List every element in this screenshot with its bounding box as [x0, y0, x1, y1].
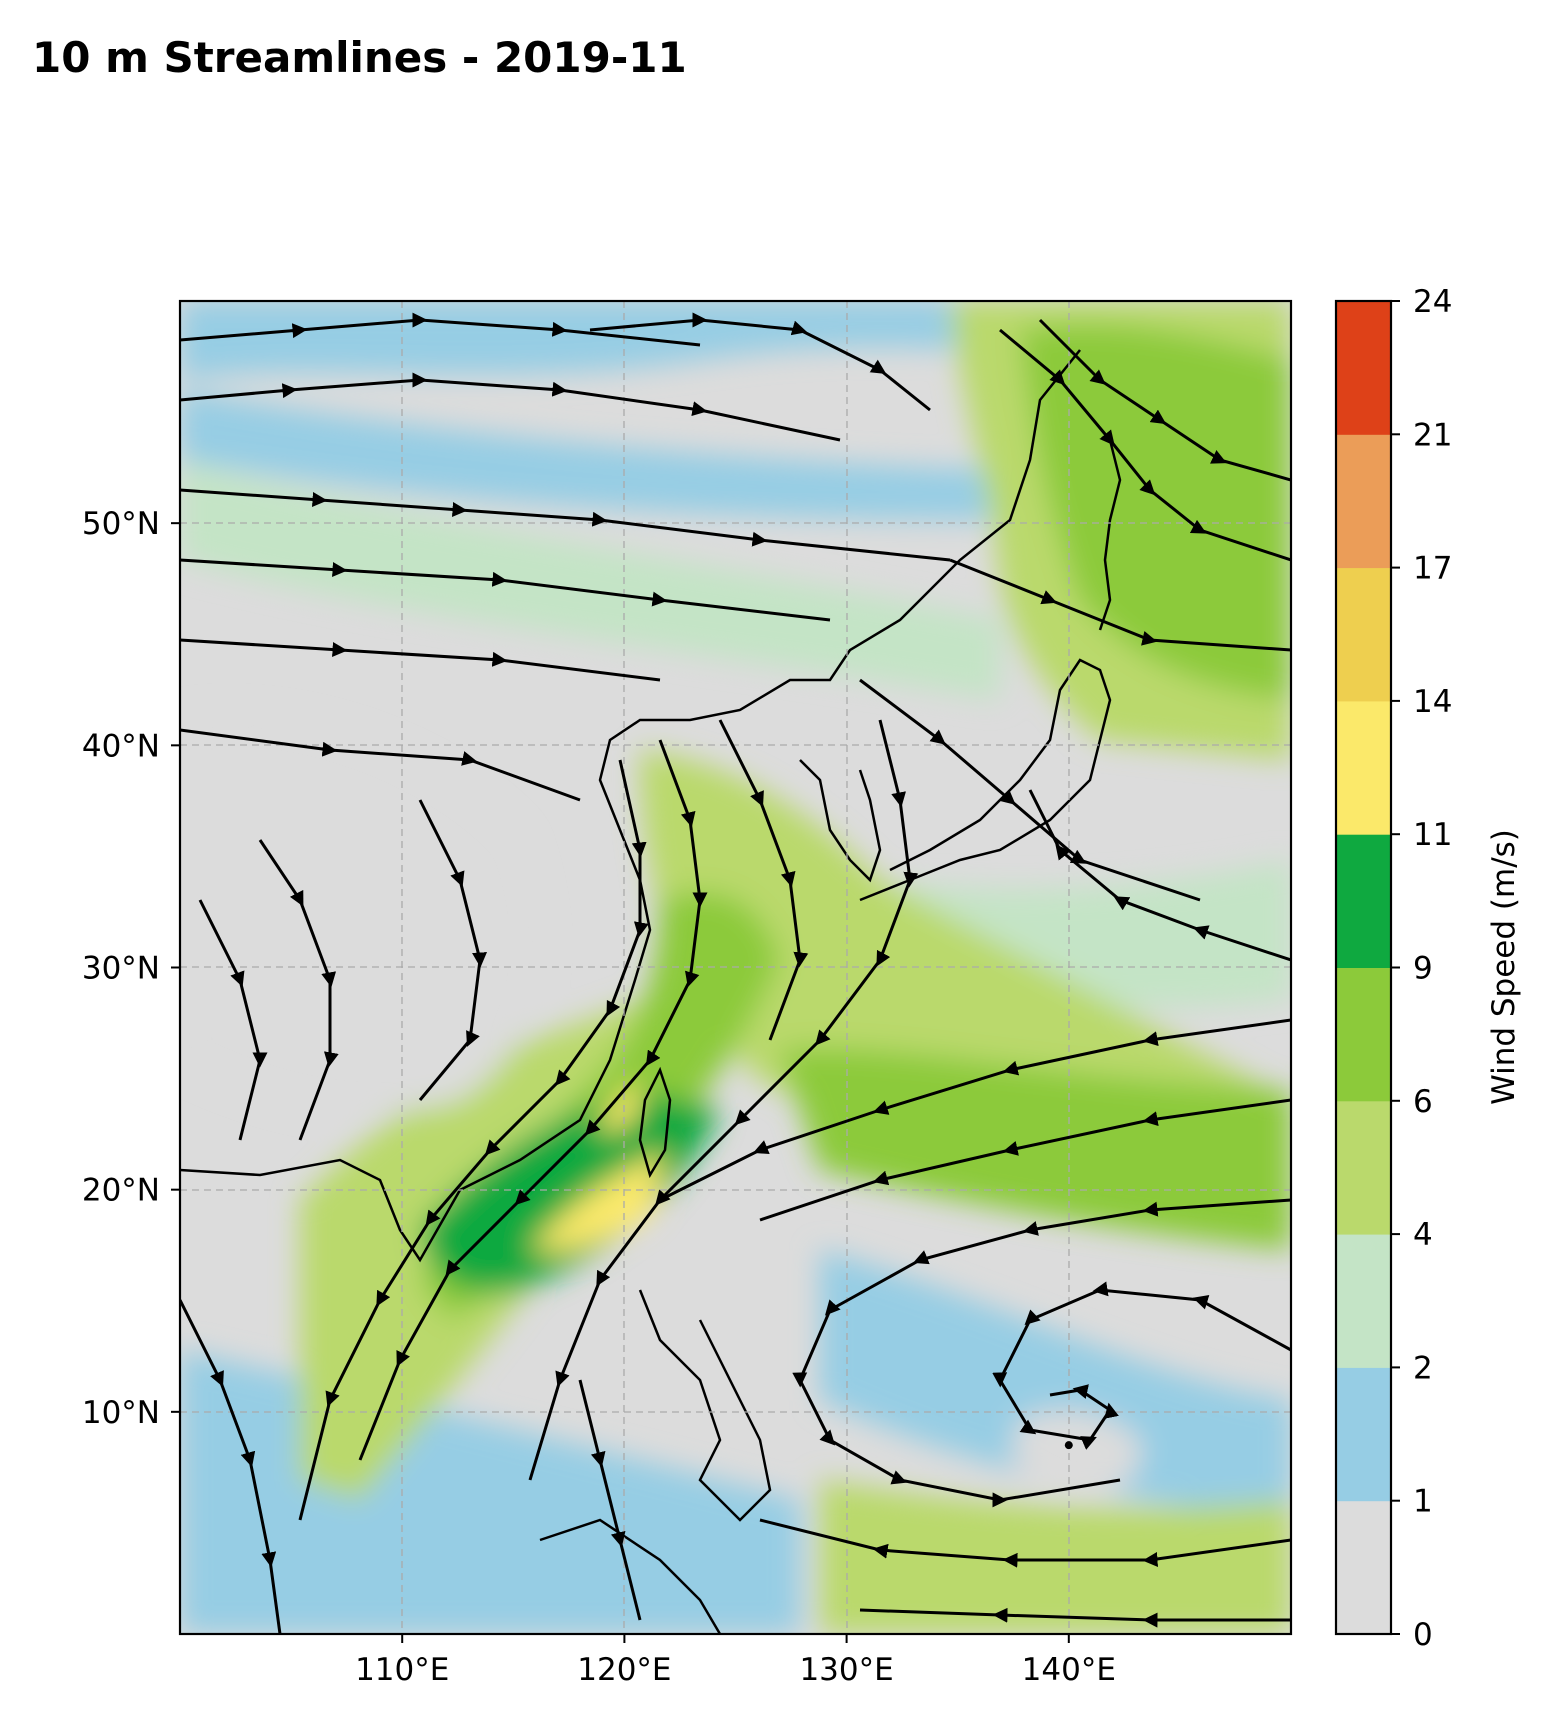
- x-tick-label: 130°E: [799, 1652, 893, 1688]
- colorbar-tick-label: 4: [1413, 1217, 1433, 1253]
- streamline: [180, 372, 841, 442]
- streamline: [180, 638, 661, 682]
- colorbar-segment: [1336, 1234, 1391, 1368]
- y-tick-label: 20°N: [82, 1173, 160, 1209]
- colorbar-segment: [1336, 1100, 1391, 1235]
- colorbar-tick-label: 11: [1413, 817, 1452, 853]
- map-panel: [180, 301, 1291, 1634]
- colorbar-segment: [1336, 834, 1391, 968]
- colorbar-tick-label: 9: [1413, 951, 1433, 987]
- colorbar-segment: [1336, 1500, 1391, 1635]
- streamline: [792, 1198, 1291, 1508]
- x-tick-label: 110°E: [355, 1652, 449, 1688]
- y-axis-ticks: 10°N 20°N 30°N 40°N 50°N: [82, 506, 180, 1431]
- streamline: [418, 799, 488, 1101]
- colorbar-tick-label: 1: [1413, 1484, 1433, 1520]
- coastline-borneo: [539, 1518, 722, 1634]
- y-tick-label: 10°N: [82, 1395, 160, 1431]
- colorbar-segment: [1336, 301, 1391, 435]
- colorbar-tick-label: 21: [1413, 417, 1452, 453]
- streamline: [1028, 789, 1291, 962]
- streamline: [859, 1607, 1291, 1628]
- y-tick-label: 30°N: [82, 951, 160, 987]
- streamline: [258, 839, 339, 1141]
- colorbar-segments: [1336, 301, 1391, 1635]
- cyclone-center-point: [1064, 1441, 1073, 1450]
- breeze-band-upper: [180, 390, 1000, 520]
- colorbar-segment: [1336, 700, 1391, 835]
- colorbar-tick-label: 6: [1413, 1084, 1433, 1120]
- streamline: [1038, 318, 1291, 482]
- x-axis-ticks: 110°E 120°E 130°E 140°E: [355, 1634, 1116, 1688]
- streamline: [198, 899, 268, 1141]
- streamline: [999, 328, 1291, 562]
- chart-title: 10 m Streamlines - 2019-11: [32, 33, 687, 82]
- colorbar-segment: [1336, 434, 1391, 569]
- streamline: [180, 1299, 282, 1634]
- x-tick-label: 120°E: [577, 1652, 671, 1688]
- y-tick-label: 50°N: [82, 506, 160, 542]
- colorbar-tick-label: 24: [1413, 284, 1452, 320]
- x-tick-label: 140°E: [1022, 1652, 1116, 1688]
- streamline: [589, 312, 931, 412]
- streamline: [180, 312, 701, 347]
- streamline: [659, 1018, 1291, 1202]
- colorbar-segment: [1336, 1367, 1391, 1502]
- streamline: [949, 558, 1291, 652]
- streamline: [759, 1098, 1291, 1222]
- streamline: [759, 1518, 1291, 1568]
- y-tick-label: 40°N: [82, 728, 160, 764]
- colorbar-segment: [1336, 967, 1391, 1102]
- streamlines: [180, 312, 1291, 1634]
- colorbar-tick-label: 17: [1413, 551, 1452, 587]
- colorbar-tick-label: 0: [1413, 1617, 1433, 1653]
- streamline: [992, 1281, 1291, 1450]
- streamline: [180, 728, 581, 802]
- colorbar-tick-label: 14: [1413, 684, 1452, 720]
- streamline: [180, 488, 951, 562]
- streamline: [578, 1379, 642, 1621]
- cyclone-marker: [1064, 1441, 1073, 1450]
- colorbar-tick-label: 2: [1413, 1350, 1433, 1386]
- colorbar-label: Wind Speed (m/s): [1486, 829, 1522, 1105]
- streamline: [180, 558, 831, 622]
- colorbar-segment: [1336, 567, 1391, 702]
